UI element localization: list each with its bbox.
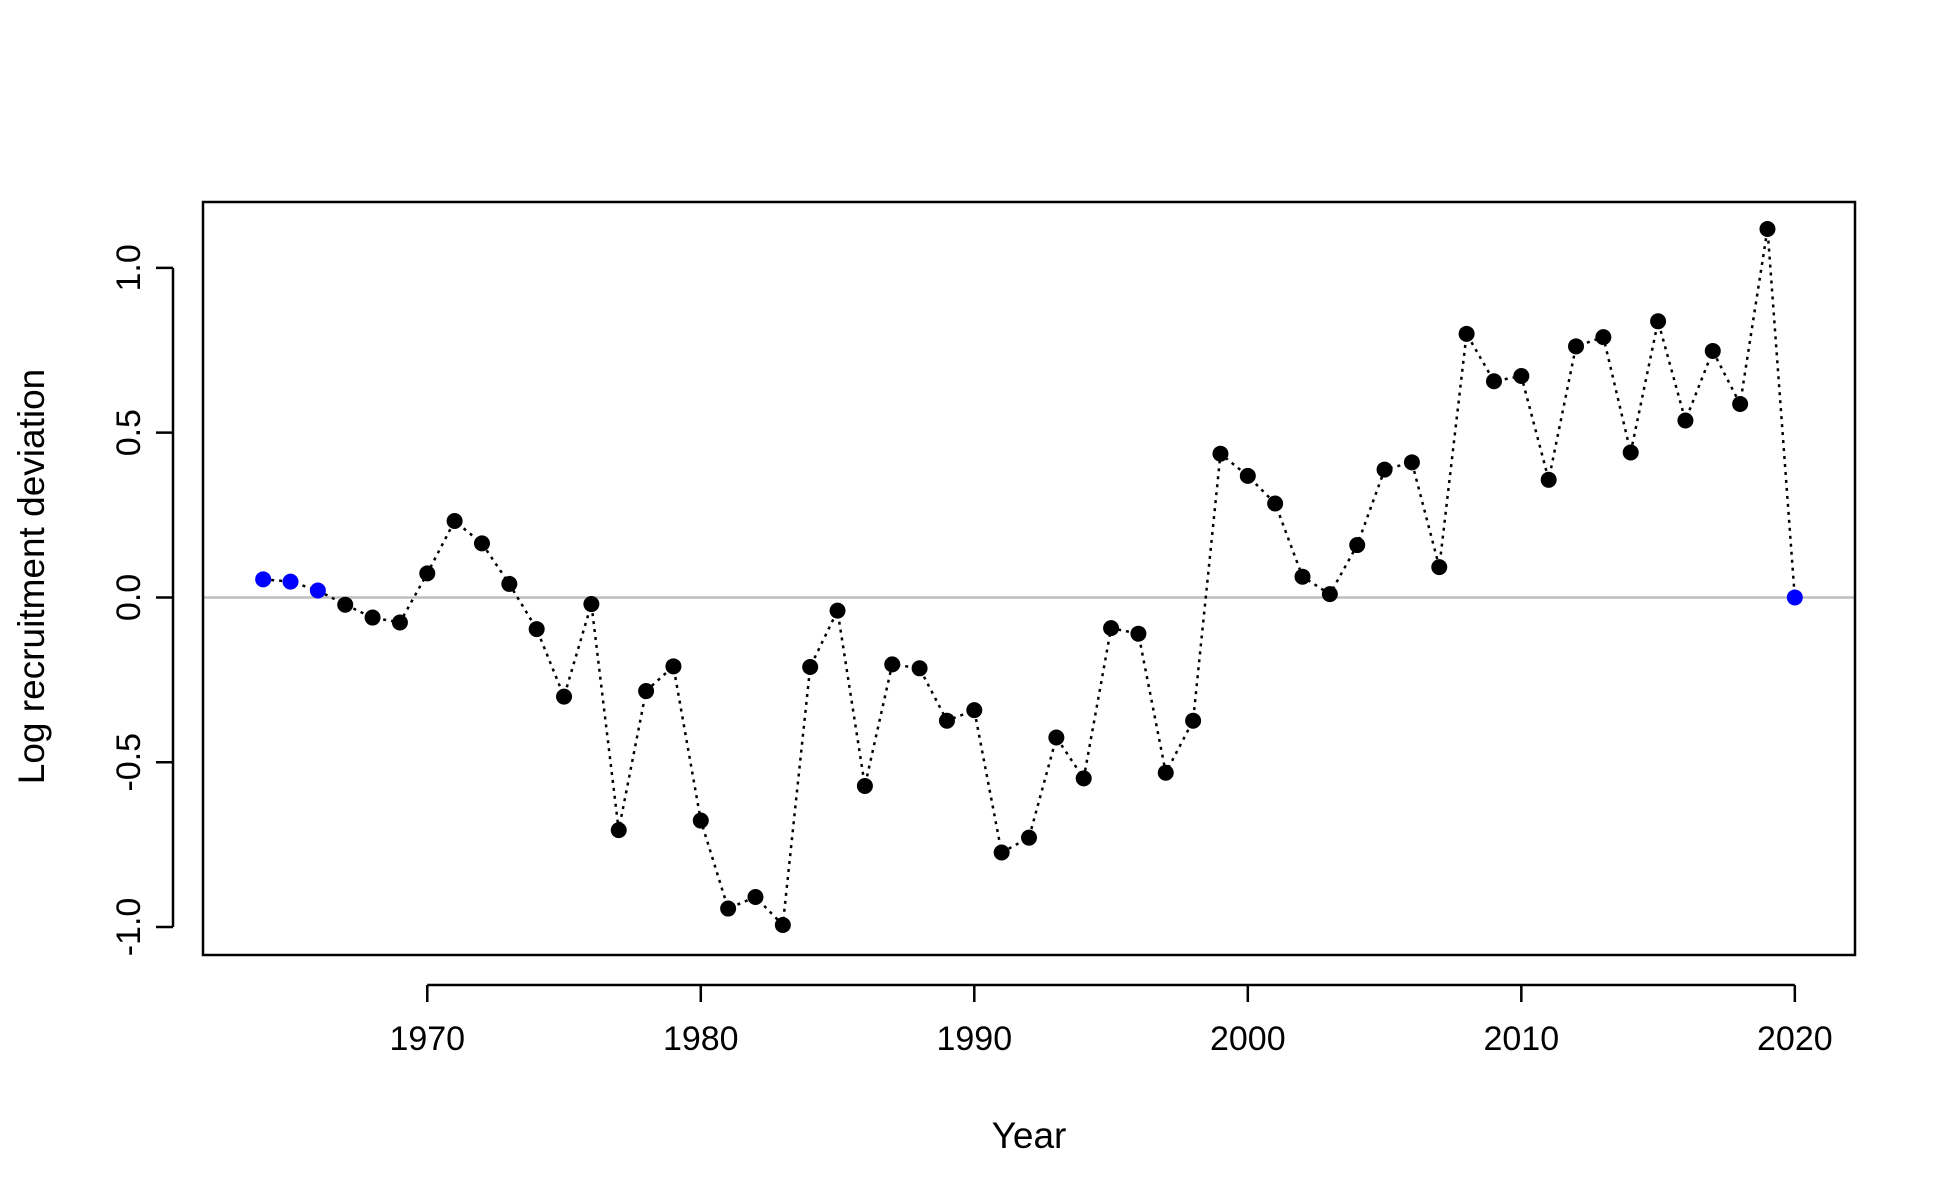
data-point-2007 (1431, 559, 1448, 576)
data-point-1966 (309, 582, 326, 599)
data-point-2003 (1321, 586, 1338, 603)
data-points (255, 221, 1803, 934)
data-point-2009 (1485, 373, 1502, 390)
data-point-2013 (1595, 329, 1612, 346)
data-point-1997 (1157, 764, 1174, 781)
x-axis: 1970 1980 1990 2000 2010 2020 (389, 983, 1833, 1058)
data-point-1987 (884, 656, 901, 673)
series-dotted-line (263, 228, 1797, 928)
data-point-2001 (1267, 495, 1284, 512)
data-point-1974 (528, 621, 545, 638)
data-point-1994 (1075, 770, 1092, 787)
x-tick-label-1990: 1990 (936, 1020, 1012, 1058)
data-point-1988 (911, 660, 928, 677)
data-point-1964 (255, 571, 272, 588)
data-point-1969 (391, 614, 408, 631)
x-tick-label-2000: 2000 (1210, 1020, 1286, 1058)
data-point-2012 (1568, 338, 1585, 355)
data-point-1981 (720, 900, 737, 917)
data-point-1995 (1103, 620, 1120, 637)
x-tick-label-1970: 1970 (389, 1020, 465, 1058)
data-point-2006 (1403, 454, 1420, 471)
data-point-2011 (1540, 471, 1557, 488)
data-point-1984 (802, 658, 819, 675)
data-point-1989 (938, 712, 955, 729)
y-axis: -1.0 -0.5 0.0 0.5 1.0 (110, 244, 175, 957)
data-point-1971 (446, 512, 463, 529)
data-point-1973 (501, 575, 518, 592)
y-tick-label-3: 0.5 (110, 409, 148, 456)
data-point-2002 (1294, 568, 1311, 585)
y-tick-label-0: -1.0 (110, 898, 148, 957)
data-point-2010 (1513, 367, 1530, 384)
data-point-1977 (610, 822, 627, 839)
x-tick-label-1980: 1980 (663, 1020, 739, 1058)
data-point-1968 (364, 609, 381, 626)
data-point-1993 (1048, 729, 1065, 746)
data-point-1978 (638, 683, 655, 700)
data-point-1982 (747, 889, 764, 906)
data-point-1999 (1212, 445, 1229, 462)
data-point-1972 (473, 535, 490, 552)
data-point-1992 (1021, 829, 1037, 846)
data-point-2015 (1650, 313, 1667, 330)
data-point-2008 (1458, 325, 1475, 342)
data-point-1991 (993, 844, 1010, 861)
data-point-1975 (556, 688, 573, 705)
data-point-1986 (856, 777, 873, 794)
data-point-1976 (583, 596, 600, 613)
data-point-1979 (665, 658, 682, 675)
data-point-2004 (1349, 537, 1366, 554)
plot-frame (201, 200, 1857, 957)
data-point-2017 (1704, 342, 1721, 359)
data-point-2019 (1759, 221, 1776, 238)
data-point-1967 (337, 596, 354, 613)
x-tick-label-2010: 2010 (1483, 1020, 1559, 1058)
x-axis-title: Year (992, 1115, 1067, 1156)
data-point-2014 (1622, 444, 1639, 461)
data-point-2018 (1732, 396, 1749, 413)
data-point-1970 (419, 565, 436, 582)
data-point-1965 (282, 573, 299, 590)
data-point-1980 (692, 812, 709, 829)
data-point-1990 (966, 702, 983, 719)
data-point-2000 (1239, 467, 1256, 484)
data-point-1983 (774, 917, 791, 934)
data-point-2005 (1376, 461, 1393, 478)
y-tick-label-4: 1.0 (110, 244, 148, 291)
y-tick-label-2: 0.0 (110, 574, 148, 621)
y-axis-title: Log recruitment deviation (11, 369, 52, 784)
x-tick-label-2020: 2020 (1757, 1020, 1833, 1058)
data-point-2020 (1786, 589, 1803, 606)
data-point-1996 (1130, 625, 1147, 642)
data-point-2016 (1677, 412, 1694, 429)
data-point-1998 (1185, 712, 1202, 729)
y-tick-label-1: -0.5 (110, 733, 148, 792)
data-point-1985 (829, 602, 846, 619)
